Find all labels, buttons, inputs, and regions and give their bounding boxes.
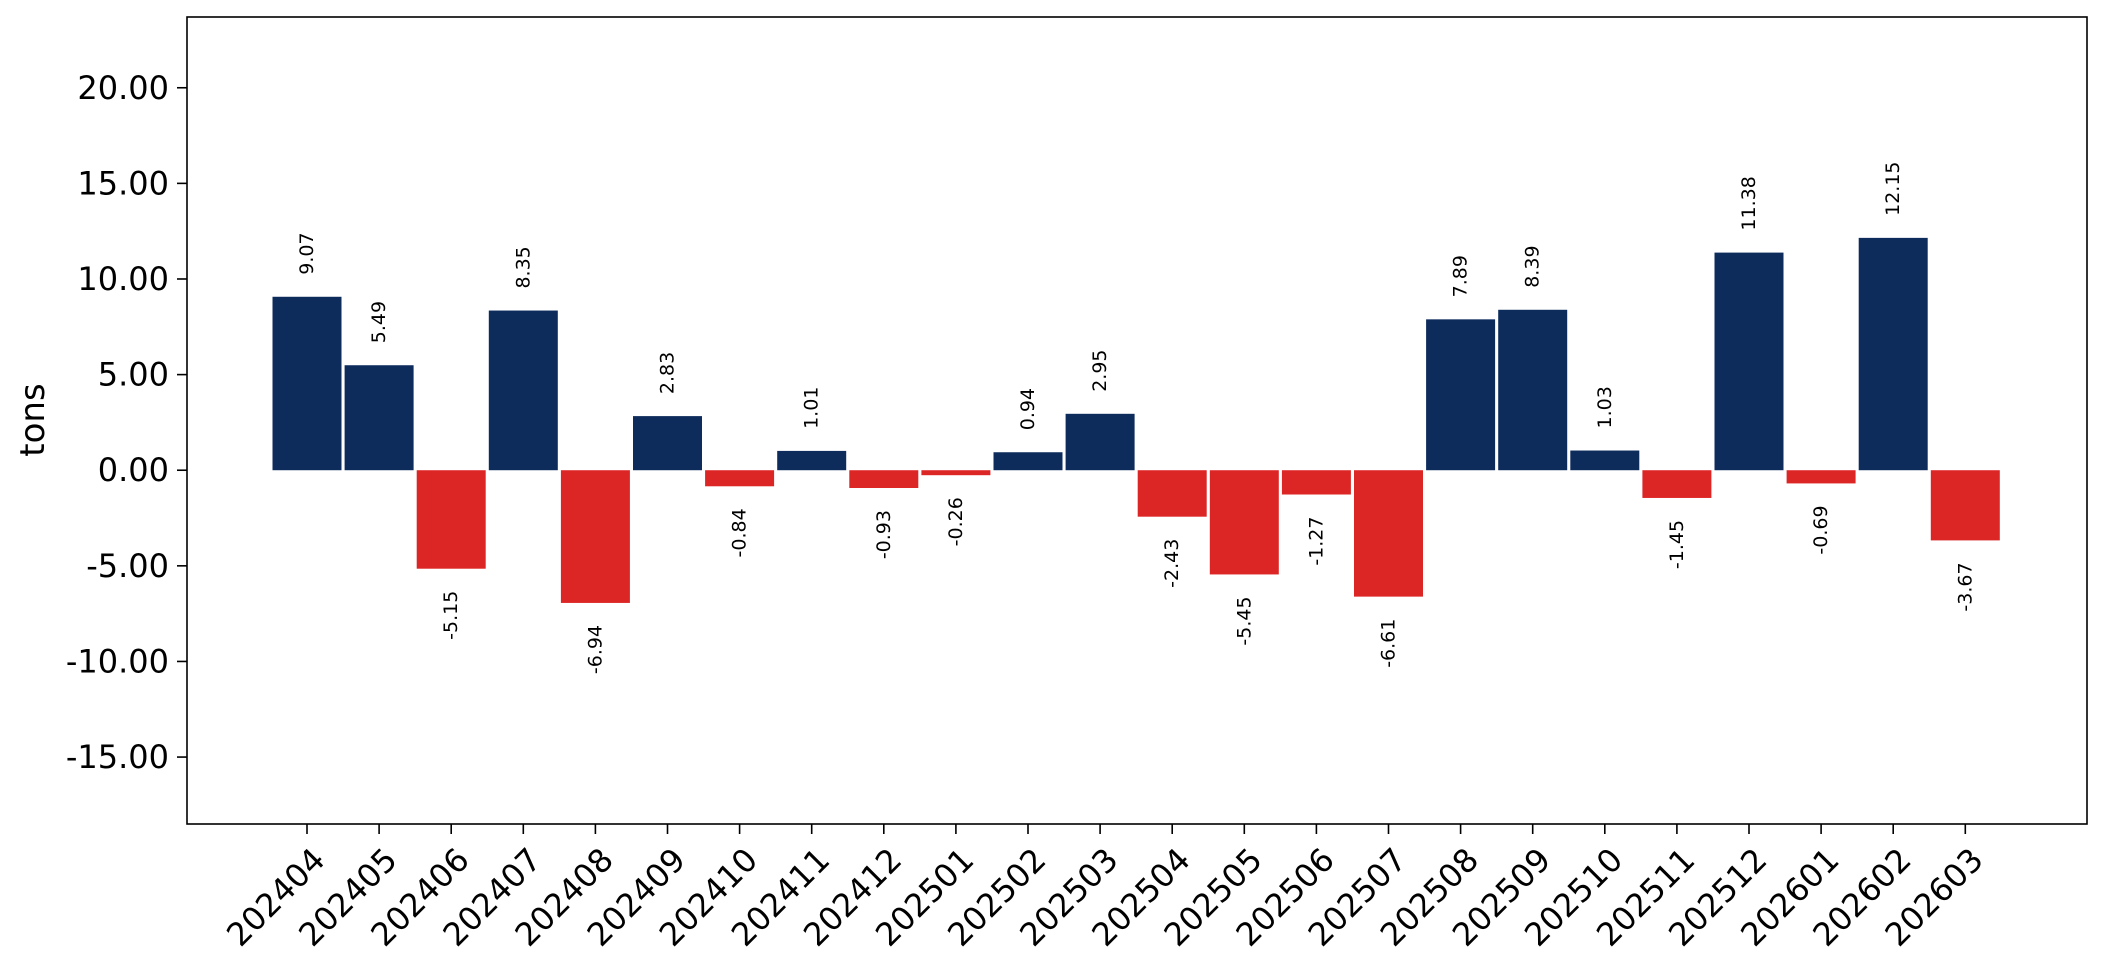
y-tick-label: 10.00 [77, 260, 169, 298]
data-label-202603: -3.67 [1954, 562, 1976, 611]
bar-202510 [1570, 450, 1640, 471]
data-label-202602: 12.15 [1882, 161, 1904, 215]
bar-202509 [1498, 309, 1568, 471]
bar-202508 [1426, 319, 1496, 471]
bar-202603 [1930, 470, 2000, 541]
data-label-202601: -0.69 [1810, 505, 1832, 554]
y-tick-label: 15.00 [77, 164, 169, 202]
data-label-202507: -6.61 [1378, 619, 1400, 668]
data-label-202510: 1.03 [1594, 386, 1616, 428]
y-tick-label: -5.00 [86, 547, 169, 585]
bar-202505 [1209, 470, 1279, 575]
y-tick-label: 20.00 [77, 69, 169, 107]
data-label-202503: 2.95 [1089, 349, 1111, 391]
bar-202411 [777, 450, 847, 471]
bar-202406 [416, 470, 486, 569]
data-label-202411: 1.01 [801, 387, 823, 429]
data-label-202506: -1.27 [1305, 517, 1327, 566]
data-label-202404: 9.07 [296, 232, 318, 274]
y-tick-label: -15.00 [66, 738, 169, 776]
y-tick-label: -10.00 [66, 642, 169, 680]
data-label-202412: -0.93 [873, 510, 895, 559]
data-label-202509: 8.39 [1522, 245, 1544, 287]
data-label-202410: -0.84 [729, 508, 751, 557]
bar-202407 [488, 310, 558, 471]
data-label-202406: -5.15 [440, 591, 462, 640]
bar-202504 [1137, 470, 1207, 517]
bar-202408 [560, 470, 630, 603]
data-label-202508: 7.89 [1450, 255, 1472, 297]
bar-202507 [1354, 470, 1423, 597]
x-axis: 2024042024052024062024072024082024092024… [219, 824, 1991, 954]
data-label-202407: 8.35 [512, 246, 534, 288]
data-label-202511: -1.45 [1666, 520, 1688, 569]
data-label-202505: -5.45 [1233, 596, 1255, 645]
bar-202405 [344, 365, 414, 471]
bar-202511 [1642, 470, 1712, 498]
y-axis: -15.00 -10.00 -5.00 0.00 5.00 10.00 15.00 20.00 [66, 69, 187, 776]
bar-202410 [705, 470, 775, 487]
data-label-202408: -6.94 [584, 625, 606, 674]
data-label-202405: 5.49 [368, 301, 390, 343]
bar-202503 [1065, 413, 1135, 471]
bar-202512 [1714, 252, 1784, 471]
y-tick-label: 5.00 [98, 356, 169, 394]
data-label-202512: 11.38 [1738, 176, 1760, 230]
bar-202412 [849, 470, 919, 489]
y-tick-label: 0.00 [98, 451, 169, 489]
data-label-202501: -0.26 [945, 497, 967, 546]
bar-202506 [1281, 470, 1351, 495]
data-label-202502: 0.94 [1017, 388, 1039, 430]
bar-202601 [1786, 470, 1856, 484]
data-label-202409: 2.83 [657, 352, 679, 394]
plot-frame [186, 16, 2088, 825]
bar-202602 [1858, 237, 1928, 471]
data-labels-layer: 9.07 5.49 -5.15 8.35 -6.94 2.83 -0.84 1.01 -0.93… [296, 161, 1976, 674]
bar-202502 [993, 452, 1063, 471]
y-axis-title: tons [13, 383, 53, 456]
bar-202409 [633, 416, 702, 471]
plot-area [187, 17, 2087, 824]
bars-layer [272, 237, 2000, 603]
bar-202404 [272, 296, 342, 471]
bar-202501 [921, 470, 991, 476]
data-label-202504: -2.43 [1161, 539, 1183, 588]
